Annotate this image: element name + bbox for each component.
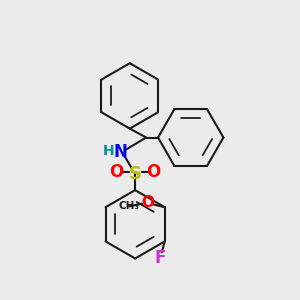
Text: N: N [114, 143, 128, 161]
Text: O: O [141, 195, 154, 210]
Text: F: F [154, 249, 166, 267]
Text: O: O [146, 163, 161, 181]
Text: O: O [110, 163, 124, 181]
Text: H: H [103, 144, 114, 158]
Text: S: S [129, 165, 142, 183]
Text: CH₃: CH₃ [118, 201, 140, 211]
